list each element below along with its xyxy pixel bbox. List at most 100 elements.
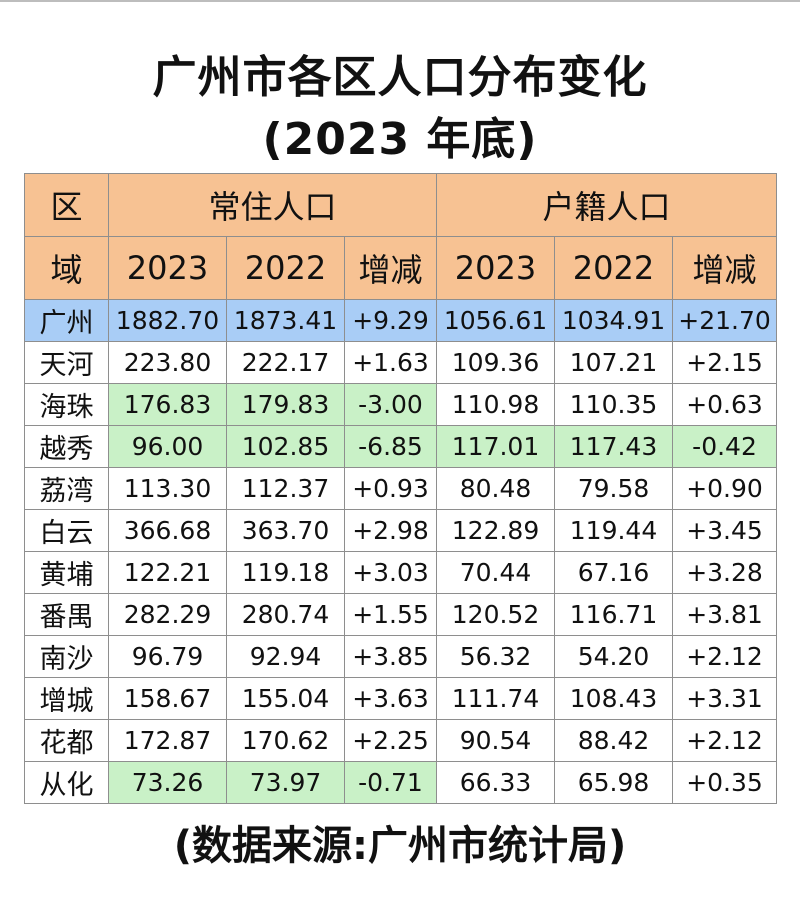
- resident-change-cell: +9.29: [343, 299, 438, 342]
- resident-2022-cell: 222.17: [226, 341, 345, 384]
- district-name: 花都: [24, 719, 109, 762]
- population-table: 区 常住人口 户籍人口 域 2023 2022 增减 2023 2022 增减 …: [24, 173, 778, 804]
- registered-change-header: 增减: [672, 236, 778, 300]
- table-row: 番禺 282.29 280.74 +1.55 120.52 116.71 +3.…: [24, 593, 778, 636]
- registered-2022-cell: 119.44: [554, 509, 674, 552]
- resident-2022-cell: 155.04: [226, 677, 345, 720]
- resident-change-cell: +2.25: [343, 719, 438, 762]
- resident-2022-cell: 280.74: [226, 593, 345, 636]
- resident-2023-cell: 158.67: [108, 677, 227, 720]
- resident-population-header: 常住人口: [107, 173, 438, 237]
- registered-change-cell: -0.42: [672, 425, 778, 468]
- district-name: 增城: [24, 677, 109, 720]
- resident-2022-cell: 363.70: [226, 509, 345, 552]
- registered-2023-cell: 110.98: [436, 383, 556, 426]
- resident-change-cell: +0.93: [343, 467, 438, 510]
- resident-2023-cell: 113.30: [108, 467, 227, 510]
- registered-2022-cell: 116.71: [554, 593, 674, 636]
- district-name: 海珠: [24, 383, 109, 426]
- district-name: 南沙: [24, 635, 109, 678]
- table-row: 天河 223.80 222.17 +1.63 109.36 107.21 +2.…: [24, 341, 778, 384]
- resident-change-cell: +2.98: [343, 509, 438, 552]
- registered-2023-cell: 122.89: [436, 509, 556, 552]
- resident-2022-header: 2022: [226, 236, 345, 300]
- resident-2023-cell: 223.80: [108, 341, 227, 384]
- registered-2023-cell: 111.74: [436, 677, 556, 720]
- table-row: 增城 158.67 155.04 +3.63 111.74 108.43 +3.…: [24, 677, 778, 720]
- district-name: 荔湾: [24, 467, 109, 510]
- registered-change-cell: +3.45: [672, 509, 778, 552]
- registered-2022-header: 2022: [554, 236, 674, 300]
- district-name: 黄埔: [24, 551, 109, 594]
- resident-change-cell: +1.63: [343, 341, 438, 384]
- registered-change-cell: +0.90: [672, 467, 778, 510]
- resident-change-cell: -0.71: [343, 761, 438, 804]
- registered-2022-cell: 107.21: [554, 341, 674, 384]
- registered-change-cell: +2.12: [672, 635, 778, 678]
- table-row: 海珠 176.83 179.83 -3.00 110.98 110.35 +0.…: [24, 383, 778, 426]
- district-header-top: 区: [24, 173, 109, 237]
- district-name: 番禺: [24, 593, 109, 636]
- resident-2022-cell: 1873.41: [226, 299, 345, 342]
- table-row: 荔湾 113.30 112.37 +0.93 80.48 79.58 +0.90: [24, 467, 778, 510]
- table-row: 白云 366.68 363.70 +2.98 122.89 119.44 +3.…: [24, 509, 778, 552]
- registered-change-cell: +3.28: [672, 551, 778, 594]
- resident-change-cell: +3.03: [343, 551, 438, 594]
- resident-2022-cell: 119.18: [226, 551, 345, 594]
- registered-2023-cell: 117.01: [436, 425, 556, 468]
- resident-2022-cell: 170.62: [226, 719, 345, 762]
- registered-change-cell: +3.81: [672, 593, 778, 636]
- resident-2023-cell: 366.68: [108, 509, 227, 552]
- registered-2022-cell: 108.43: [554, 677, 674, 720]
- registered-change-cell: +2.12: [672, 719, 778, 762]
- district-name: 越秀: [24, 425, 109, 468]
- registered-2022-cell: 1034.91: [554, 299, 674, 342]
- registered-2022-cell: 54.20: [554, 635, 674, 678]
- resident-change-cell: +3.85: [343, 635, 438, 678]
- registered-2023-cell: 66.33: [436, 761, 556, 804]
- registered-2022-cell: 110.35: [554, 383, 674, 426]
- registered-change-cell: +21.70: [672, 299, 778, 342]
- table-row: 从化 73.26 73.97 -0.71 66.33 65.98 +0.35: [24, 761, 778, 804]
- table-row: 南沙 96.79 92.94 +3.85 56.32 54.20 +2.12: [24, 635, 778, 678]
- resident-2022-cell: 73.97: [226, 761, 345, 804]
- table-row: 黄埔 122.21 119.18 +3.03 70.44 67.16 +3.28: [24, 551, 778, 594]
- registered-change-cell: +2.15: [672, 341, 778, 384]
- resident-2023-cell: 172.87: [108, 719, 227, 762]
- registered-2023-header: 2023: [436, 236, 556, 300]
- registered-population-header: 户籍人口: [436, 173, 778, 237]
- resident-change-header: 增减: [343, 236, 438, 300]
- registered-2022-cell: 79.58: [554, 467, 674, 510]
- registered-change-cell: +0.63: [672, 383, 778, 426]
- district-name: 广州: [24, 299, 109, 342]
- table-row-guangzhou-total: 广州 1882.70 1873.41 +9.29 1056.61 1034.91…: [24, 299, 778, 342]
- registered-2022-cell: 88.42: [554, 719, 674, 762]
- resident-2023-header: 2023: [108, 236, 227, 300]
- registered-2023-cell: 120.52: [436, 593, 556, 636]
- resident-change-cell: +3.63: [343, 677, 438, 720]
- resident-2023-cell: 1882.70: [108, 299, 227, 342]
- resident-2022-cell: 102.85: [226, 425, 345, 468]
- registered-2022-cell: 65.98: [554, 761, 674, 804]
- resident-2023-cell: 73.26: [108, 761, 227, 804]
- resident-change-cell: +1.55: [343, 593, 438, 636]
- resident-change-cell: -6.85: [343, 425, 438, 468]
- resident-2023-cell: 282.29: [108, 593, 227, 636]
- page-title: 广州市各区人口分布变化: [152, 52, 648, 103]
- resident-2023-cell: 96.00: [108, 425, 227, 468]
- registered-2022-cell: 67.16: [554, 551, 674, 594]
- table-row: 越秀 96.00 102.85 -6.85 117.01 117.43 -0.4…: [24, 425, 778, 468]
- registered-2023-cell: 80.48: [436, 467, 556, 510]
- top-border-line: [0, 0, 800, 2]
- district-name: 从化: [24, 761, 109, 804]
- data-source-note: (数据来源:广州市统计局): [173, 823, 627, 869]
- table-row: 花都 172.87 170.62 +2.25 90.54 88.42 +2.12: [24, 719, 778, 762]
- resident-2023-cell: 122.21: [108, 551, 227, 594]
- registered-2023-cell: 1056.61: [436, 299, 556, 342]
- registered-2023-cell: 56.32: [436, 635, 556, 678]
- district-header-bottom: 域: [24, 236, 109, 300]
- resident-2023-cell: 96.79: [108, 635, 227, 678]
- registered-2022-cell: 117.43: [554, 425, 674, 468]
- registered-change-cell: +3.31: [672, 677, 778, 720]
- district-name: 天河: [24, 341, 109, 384]
